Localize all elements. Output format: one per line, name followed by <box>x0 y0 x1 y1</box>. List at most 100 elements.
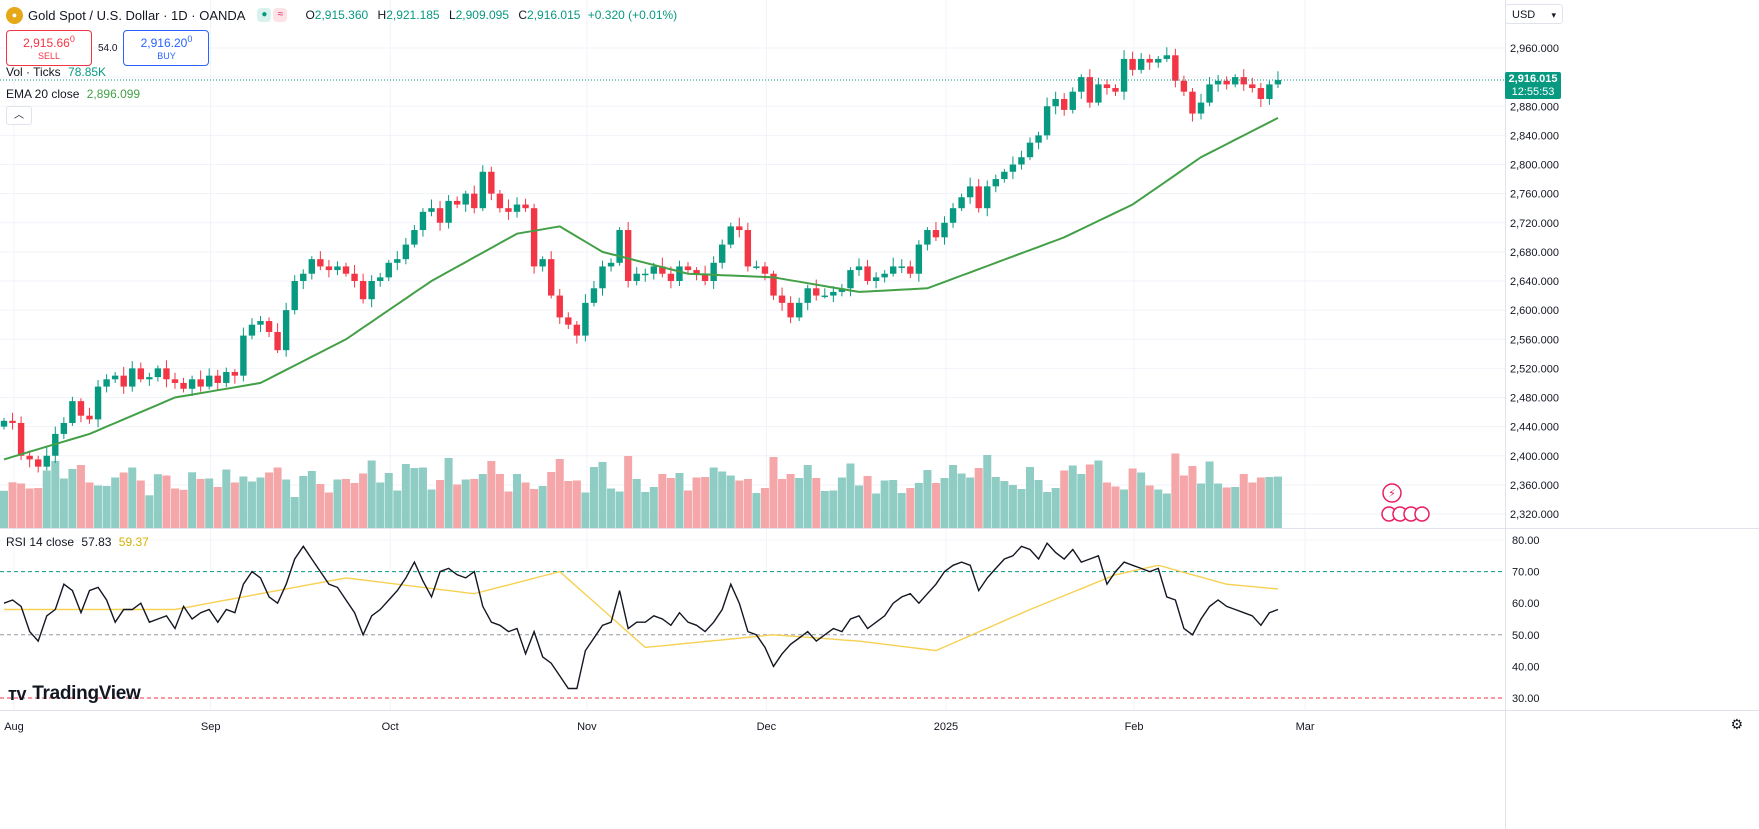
volume-bar <box>230 482 239 528</box>
volume-bar <box>1205 461 1214 528</box>
volume-bar <box>290 497 299 528</box>
volume-bar <box>8 482 17 528</box>
volume-bar <box>872 493 881 528</box>
tradingview-logo[interactable]: ᴛᴠ TradingView <box>8 683 141 704</box>
volume-bar <box>658 474 667 528</box>
candle-body <box>539 259 546 267</box>
buy-button[interactable]: 2,916.200 BUY <box>123 30 210 66</box>
candle-body <box>1137 58 1145 70</box>
candle-body <box>479 171 486 209</box>
volume-bar <box>684 490 692 528</box>
events[interactable]: ⚡ <box>1381 483 1430 522</box>
candle-body <box>488 171 495 194</box>
candle-body <box>582 302 589 336</box>
volume-bar <box>94 485 103 528</box>
candle-body <box>949 208 957 223</box>
gear-icon[interactable]: ⚙ <box>1730 716 1743 732</box>
time-tick-label: Oct <box>382 721 399 733</box>
candle-body <box>419 211 427 231</box>
volume-bar <box>205 478 214 528</box>
volume-bar <box>478 474 487 528</box>
ema-legend[interactable]: EMA 20 close 2,896.099 <box>6 87 141 101</box>
volume-bar <box>709 467 718 528</box>
volume-bar <box>1034 480 1043 528</box>
volume-bar <box>1085 464 1094 528</box>
candle-body <box>1155 58 1162 63</box>
candle-body <box>872 277 880 281</box>
volume-bar <box>974 468 983 528</box>
gold-symbol-icon: ● <box>6 6 23 24</box>
volume-bar <box>350 483 359 528</box>
collapse-legend-button[interactable]: ︿ <box>6 106 32 125</box>
wave-icon[interactable]: ≈ <box>273 8 288 22</box>
volume-bar <box>555 459 564 528</box>
currency-selector[interactable]: USD ▾ <box>1505 4 1563 24</box>
symbol-title[interactable]: Gold Spot / U.S. Dollar · 1D · OANDA <box>28 7 246 23</box>
candle-body <box>667 273 675 281</box>
volume-bar <box>470 479 479 528</box>
candle-body <box>1214 80 1222 85</box>
volume-bar <box>1256 477 1265 528</box>
volume-bar <box>188 472 197 528</box>
volume-bar <box>983 455 992 528</box>
candle-body <box>60 422 68 434</box>
candle-body <box>804 288 811 303</box>
market-open-icon[interactable]: ● <box>257 8 272 22</box>
candle-body <box>402 244 410 260</box>
chevron-down-icon: ▾ <box>1551 10 1556 20</box>
candle-body <box>154 368 162 378</box>
sell-button[interactable]: 2,915.660 SELL <box>6 30 92 66</box>
flag-icon[interactable] <box>1414 506 1430 522</box>
volume-bar <box>880 480 889 528</box>
candle-body <box>445 200 452 223</box>
lightning-icon[interactable] <box>1382 483 1402 503</box>
volume-bar <box>957 473 966 528</box>
candle-body <box>377 277 384 281</box>
volume-bar <box>0 490 8 528</box>
candle-body <box>17 422 25 456</box>
candle-body <box>462 193 469 205</box>
candle-body <box>992 179 999 187</box>
volume-bar <box>444 458 453 528</box>
volume-bar <box>547 472 556 528</box>
candle-body <box>1026 142 1034 158</box>
svg-text:⚡: ⚡ <box>1388 487 1396 500</box>
axis-labels: 2,320.000 2,360.000 2,400.000 2,440.000 2,48… <box>4 43 1559 733</box>
price-tick-label: 2,760.000 <box>1510 189 1559 201</box>
candle-body <box>1086 77 1094 103</box>
candle-body <box>548 259 555 296</box>
candle-body <box>206 375 213 387</box>
volume-bar <box>17 483 26 528</box>
candle-body <box>471 193 478 209</box>
price-tick-label: 2,960.000 <box>1510 43 1559 55</box>
volume-bar <box>307 471 316 528</box>
candle-body <box>1035 135 1042 143</box>
volume-bar <box>51 461 60 528</box>
volume-bar <box>111 477 120 528</box>
volume-bar <box>316 484 325 528</box>
rsi-legend[interactable]: RSI 14 close 57.83 59.37 <box>6 535 149 549</box>
status-pills[interactable]: ● ≈ <box>257 8 288 22</box>
volume-bar <box>1179 475 1188 528</box>
candle-body <box>43 455 50 467</box>
volume-bar <box>1145 485 1154 528</box>
ohlc-readout: O2,915.360 H2,921.185 L2,909.095 C2,916.… <box>305 8 678 22</box>
volume-bar <box>1043 492 1052 528</box>
candle-body <box>966 186 974 198</box>
candle-body <box>924 230 931 245</box>
ema20-line <box>3 117 1279 461</box>
candle-body <box>1001 171 1008 180</box>
candle-body <box>69 401 76 423</box>
price-tick-label: 2,480.000 <box>1510 393 1559 405</box>
candle-body <box>453 200 461 205</box>
volume-bar <box>427 489 436 528</box>
volume-bar <box>1051 488 1060 528</box>
volume-bar <box>418 467 427 528</box>
volume-bar <box>1273 476 1282 528</box>
volume-bar <box>803 465 812 528</box>
candle-body <box>787 302 794 318</box>
volume-bar <box>692 477 701 528</box>
volume-legend[interactable]: Vol · Ticks 78.85K <box>6 65 107 79</box>
price-tick-label: 2,680.000 <box>1510 247 1559 259</box>
